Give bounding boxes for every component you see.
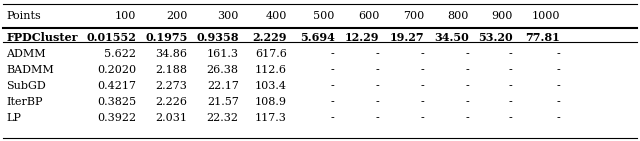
Text: 112.6: 112.6 xyxy=(255,65,287,75)
Text: -: - xyxy=(376,49,380,59)
Text: ADMM: ADMM xyxy=(6,49,46,59)
Text: 0.9358: 0.9358 xyxy=(196,32,239,43)
Text: 34.86: 34.86 xyxy=(156,49,188,59)
Text: 0.3825: 0.3825 xyxy=(97,97,136,107)
Text: LP: LP xyxy=(6,114,21,123)
Text: IterBP: IterBP xyxy=(6,97,43,107)
Text: -: - xyxy=(376,97,380,107)
Text: 161.3: 161.3 xyxy=(207,49,239,59)
Text: 0.2020: 0.2020 xyxy=(97,65,136,75)
Text: 500: 500 xyxy=(314,11,335,21)
Text: -: - xyxy=(465,49,469,59)
Text: 600: 600 xyxy=(358,11,380,21)
Text: 1000: 1000 xyxy=(531,11,560,21)
Text: BADMM: BADMM xyxy=(6,65,54,75)
Text: -: - xyxy=(509,81,513,91)
Text: -: - xyxy=(420,97,424,107)
Text: 100: 100 xyxy=(115,11,136,21)
Text: 900: 900 xyxy=(492,11,513,21)
Text: -: - xyxy=(465,81,469,91)
Text: Points: Points xyxy=(6,11,41,21)
Text: 0.01552: 0.01552 xyxy=(86,32,136,43)
Text: -: - xyxy=(465,97,469,107)
Text: 26.38: 26.38 xyxy=(207,65,239,75)
Text: -: - xyxy=(420,114,424,123)
Text: -: - xyxy=(509,97,513,107)
Text: 617.6: 617.6 xyxy=(255,49,287,59)
Text: 5.622: 5.622 xyxy=(104,49,136,59)
Text: 400: 400 xyxy=(266,11,287,21)
Text: -: - xyxy=(465,114,469,123)
Text: 2.229: 2.229 xyxy=(252,32,287,43)
Text: 22.32: 22.32 xyxy=(207,114,239,123)
Text: 21.57: 21.57 xyxy=(207,97,239,107)
Text: 2.226: 2.226 xyxy=(156,97,188,107)
Text: 2.031: 2.031 xyxy=(156,114,188,123)
Text: -: - xyxy=(509,49,513,59)
Text: 19.27: 19.27 xyxy=(390,32,424,43)
Text: 34.50: 34.50 xyxy=(435,32,469,43)
Text: 0.4217: 0.4217 xyxy=(97,81,136,91)
Text: 2.273: 2.273 xyxy=(156,81,188,91)
Text: -: - xyxy=(556,97,560,107)
Text: 12.29: 12.29 xyxy=(345,32,380,43)
Text: -: - xyxy=(465,65,469,75)
Text: FPDCluster: FPDCluster xyxy=(6,32,78,43)
Text: 77.81: 77.81 xyxy=(525,32,560,43)
Text: 108.9: 108.9 xyxy=(255,97,287,107)
Text: -: - xyxy=(376,81,380,91)
Text: 200: 200 xyxy=(166,11,188,21)
Text: -: - xyxy=(331,65,335,75)
Text: -: - xyxy=(556,81,560,91)
Text: 53.20: 53.20 xyxy=(478,32,513,43)
Text: -: - xyxy=(331,114,335,123)
Text: 2.188: 2.188 xyxy=(156,65,188,75)
Text: -: - xyxy=(556,65,560,75)
Text: -: - xyxy=(420,65,424,75)
Text: -: - xyxy=(376,114,380,123)
Text: 0.1975: 0.1975 xyxy=(145,32,188,43)
Text: 103.4: 103.4 xyxy=(255,81,287,91)
Text: -: - xyxy=(331,97,335,107)
Text: 700: 700 xyxy=(403,11,424,21)
Text: -: - xyxy=(331,81,335,91)
Text: 117.3: 117.3 xyxy=(255,114,287,123)
Text: -: - xyxy=(556,114,560,123)
Text: -: - xyxy=(509,114,513,123)
Text: -: - xyxy=(556,49,560,59)
Text: 5.694: 5.694 xyxy=(300,32,335,43)
Text: -: - xyxy=(376,65,380,75)
Text: 22.17: 22.17 xyxy=(207,81,239,91)
Text: 300: 300 xyxy=(218,11,239,21)
Text: 0.3922: 0.3922 xyxy=(97,114,136,123)
Text: -: - xyxy=(420,49,424,59)
Text: SubGD: SubGD xyxy=(6,81,46,91)
Text: 800: 800 xyxy=(448,11,469,21)
Text: -: - xyxy=(509,65,513,75)
Text: -: - xyxy=(331,49,335,59)
Text: -: - xyxy=(420,81,424,91)
